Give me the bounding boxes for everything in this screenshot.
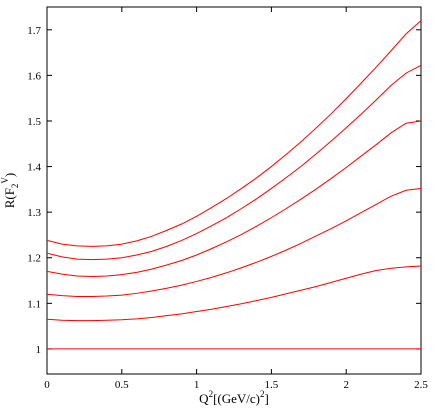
series-line-2 (46, 64, 422, 261)
x-tick-label: 1 (194, 379, 200, 391)
x-tick-label: 2 (343, 379, 349, 391)
y-axis-label-sup: V (0, 177, 10, 184)
y-tick-label: 1.3 (27, 207, 41, 219)
y-tick-labels: 1 1.1 1.2 1.3 1.4 1.5 1.6 1.7 (27, 25, 41, 356)
y-tick-label: 1.2 (27, 253, 41, 265)
plot-area (46, 6, 422, 375)
y-tick-label: 1 (36, 344, 42, 356)
plot-frame (46, 6, 422, 375)
series-line-3 (46, 120, 422, 277)
x-tick-label: 0 (44, 379, 50, 391)
x-tick-label: 1.5 (265, 379, 279, 391)
x-axis-label-rest: [(GeV/c) (213, 391, 260, 406)
series-line-5 (46, 265, 422, 322)
y-axis-label-sub: 2 (10, 184, 20, 189)
y-tick-label: 1.5 (27, 116, 41, 128)
y-tick-label: 1.4 (27, 162, 41, 174)
x-axis-label-sup2: 2 (260, 389, 265, 399)
series-line-1 (46, 20, 422, 247)
x-tick-labels: 0 0.5 1 1.5 2 2.5 (44, 379, 428, 391)
x-axis-label-base: Q (199, 391, 209, 406)
series-lines (46, 20, 422, 350)
x-tick-label: 2.5 (414, 379, 428, 391)
series-line-4 (46, 187, 422, 297)
y-axis-label-suffix: ) (2, 173, 17, 177)
x-axis-label: Q2[(GeV/c)2] (199, 389, 269, 406)
y-axis-label: R(F2V) (0, 173, 20, 209)
y-axis-label-prefix: R(F (2, 188, 17, 208)
x-axis-label-sup: 2 (209, 389, 214, 399)
x-ticks (46, 7, 422, 374)
y-tick-label: 1.7 (27, 25, 41, 37)
x-axis-label-close: ] (264, 391, 268, 406)
y-tick-label: 1.6 (27, 70, 41, 82)
y-tick-label: 1.1 (27, 298, 41, 310)
x-tick-label: 0.5 (115, 379, 129, 391)
